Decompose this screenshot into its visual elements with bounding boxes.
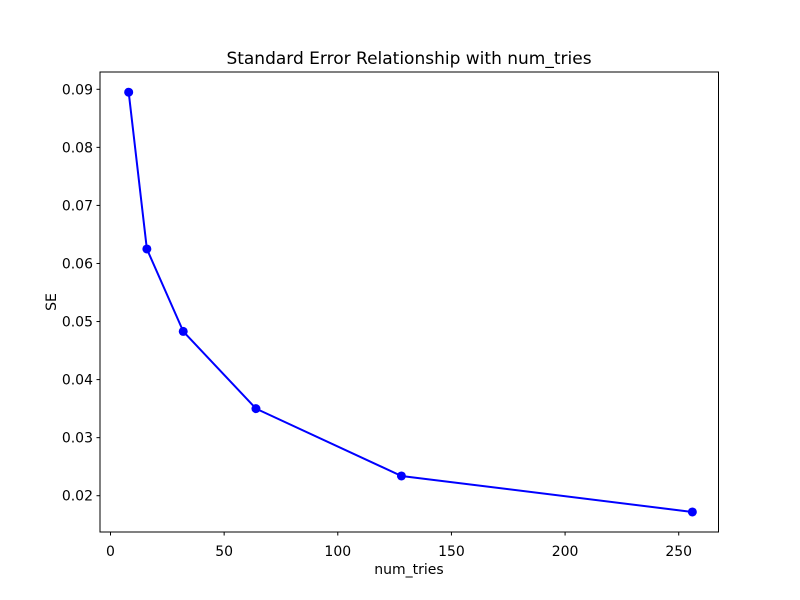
plot-content: 0 50 100 150 200 250 0.02 0.03 0.04 0.05 0.06 0.07 0…	[62, 82, 697, 560]
x-tick-label: 150	[438, 544, 465, 560]
x-tick-label: 250	[665, 544, 692, 560]
se-line	[127, 91, 694, 513]
x-tick-label: 50	[215, 544, 233, 560]
x-tick-label: 200	[552, 544, 579, 560]
y-tick-label: 0.05	[62, 315, 93, 331]
data-point-marker	[251, 404, 261, 414]
x-axis-label: num_tries	[374, 562, 443, 578]
chart-title: Standard Error Relationship with num_tri…	[226, 49, 591, 69]
data-point-marker	[124, 87, 134, 97]
axes-box	[99, 71, 719, 533]
data-point-marker	[396, 471, 406, 481]
y-tick-label: 0.08	[62, 140, 93, 156]
x-tick-label: 100	[324, 544, 351, 560]
data-point-marker	[687, 507, 697, 517]
y-axis-label: SE	[44, 293, 60, 311]
data-point-marker	[178, 326, 188, 336]
x-tick-label: 0	[106, 544, 115, 560]
y-tick-label: 0.02	[62, 489, 93, 505]
y-tick-label: 0.04	[62, 373, 93, 389]
y-tick-label: 0.09	[62, 82, 93, 98]
y-tick-label: 0.07	[62, 198, 93, 214]
data-point-marker	[142, 244, 152, 254]
y-tick-label: 0.06	[62, 256, 93, 272]
y-tick-label: 0.03	[62, 431, 93, 447]
